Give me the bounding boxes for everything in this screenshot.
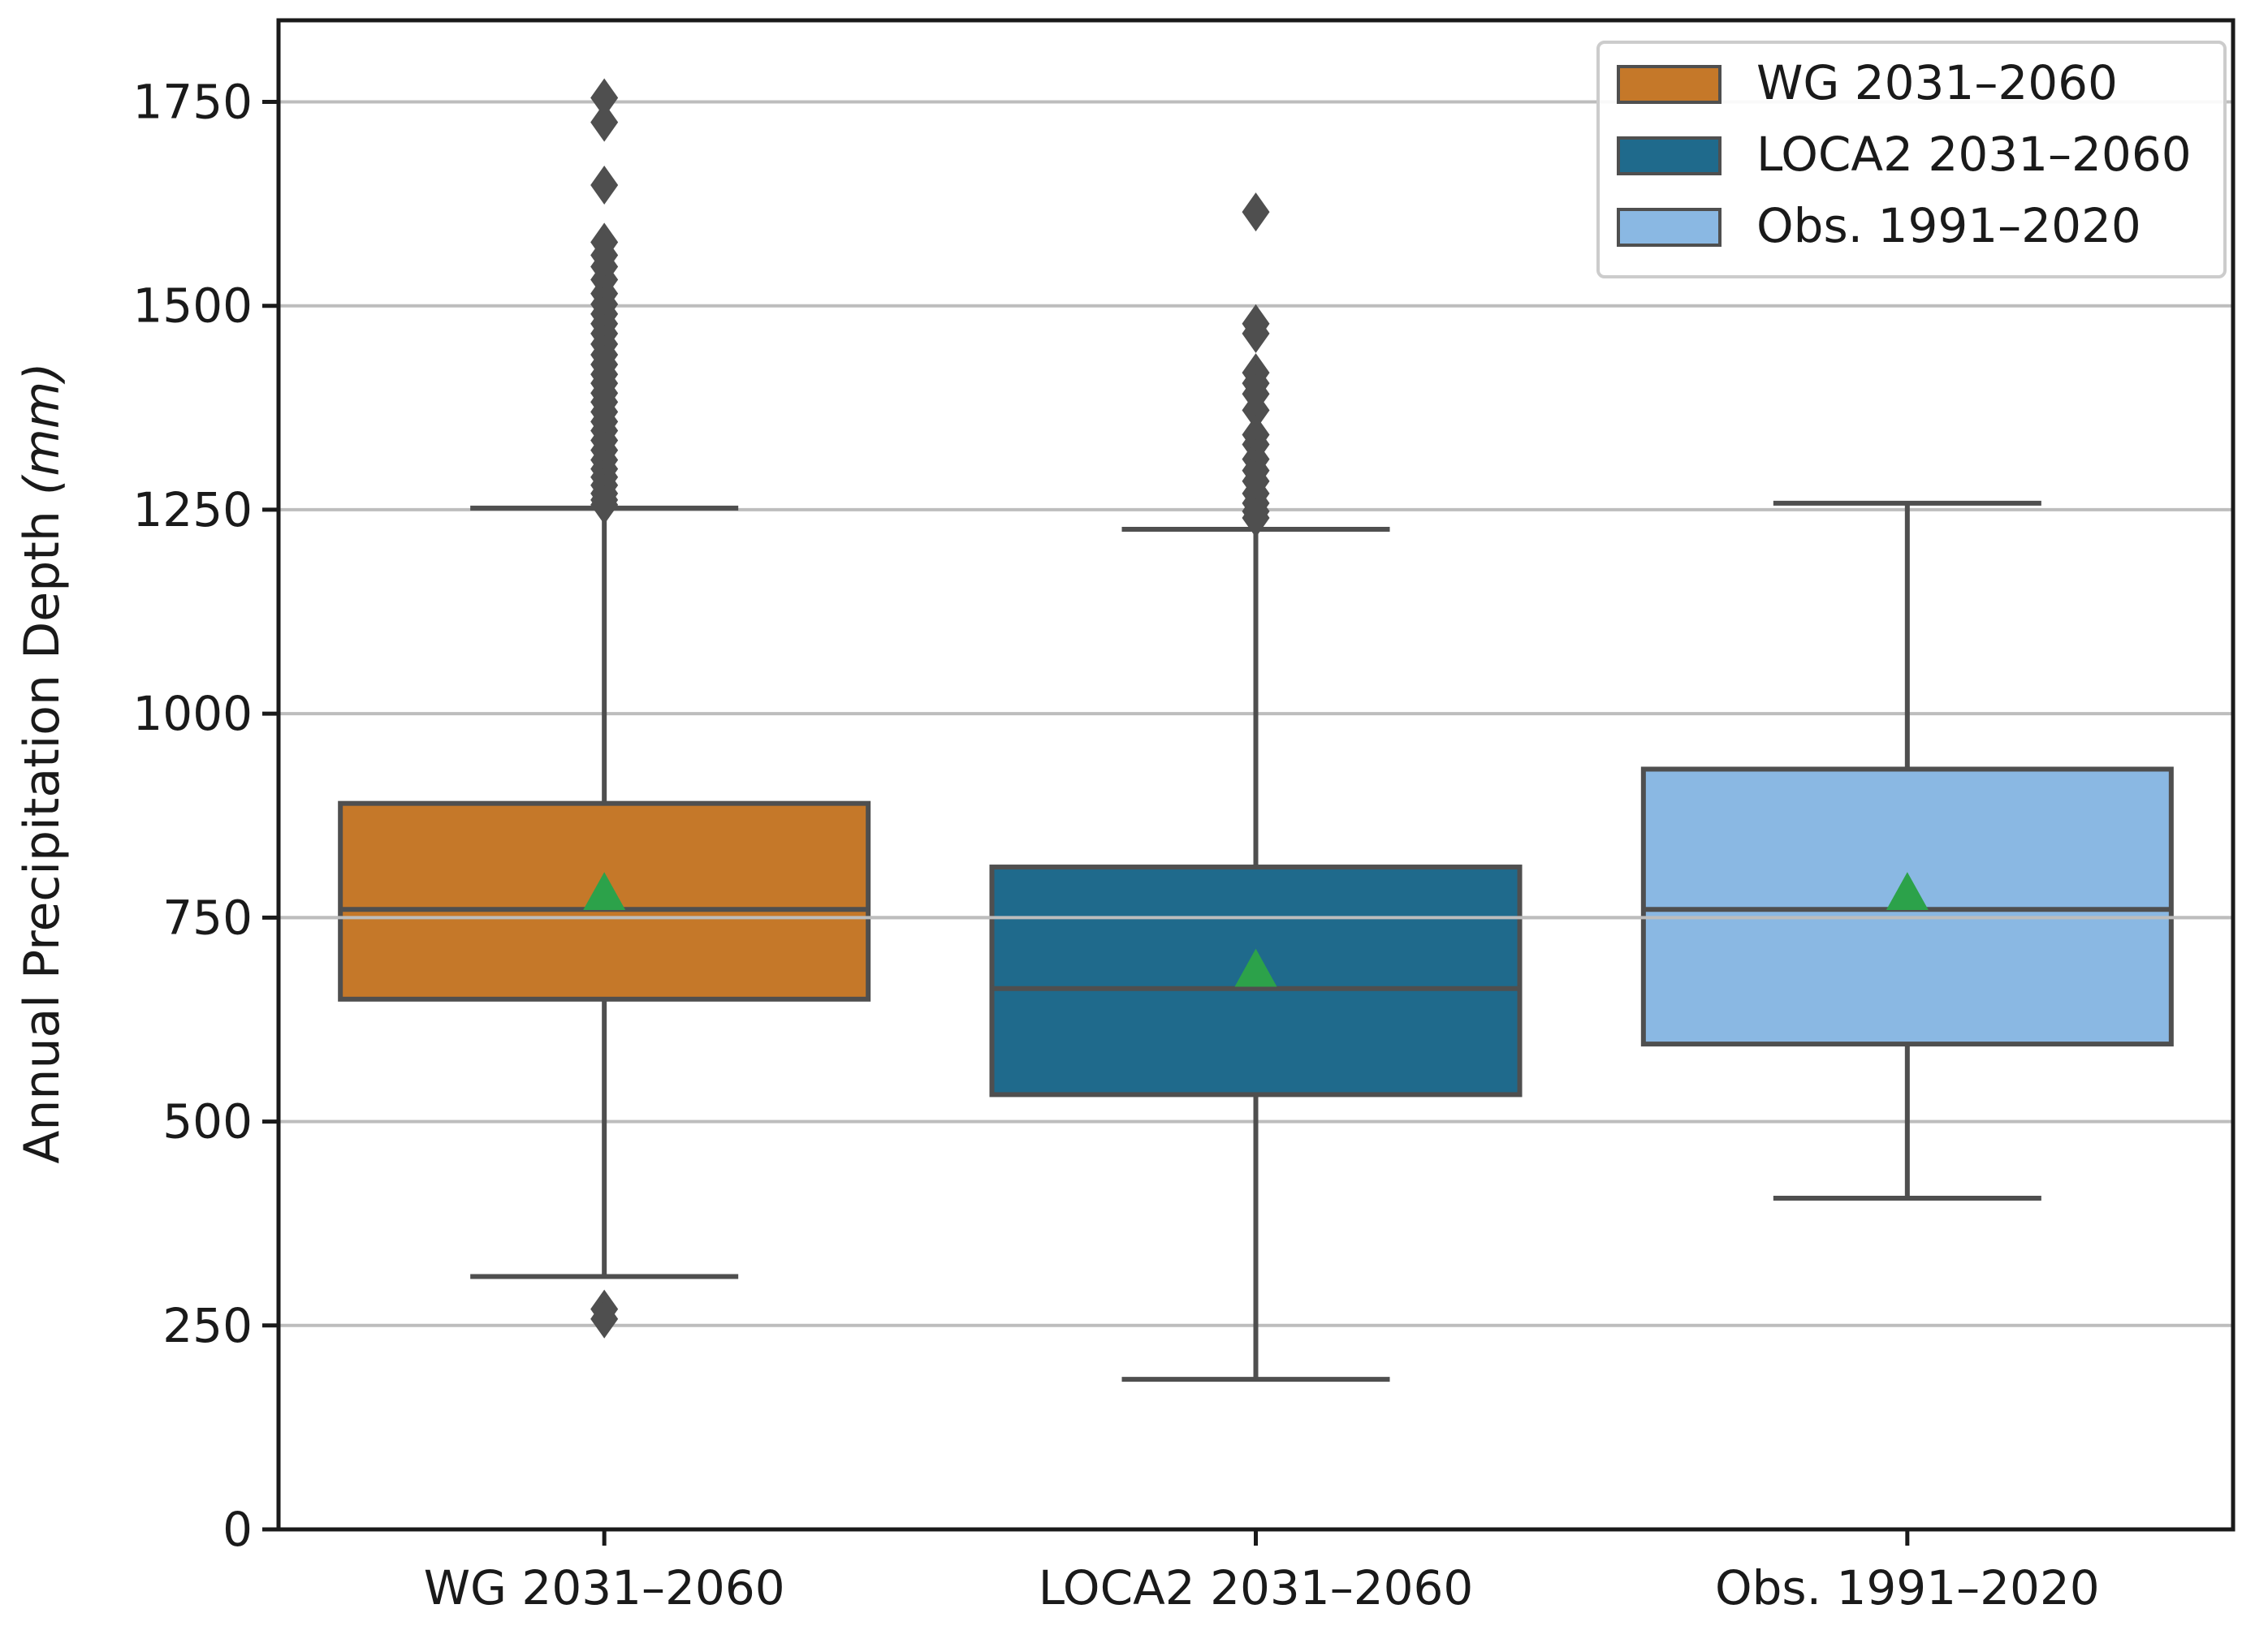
outlier-point xyxy=(1242,498,1270,537)
x-tick-label: LOCA2 2031–2060 xyxy=(1039,1560,1474,1615)
outlier-point xyxy=(590,485,619,524)
legend-label: LOCA2 2031–2060 xyxy=(1756,127,2192,182)
outlier-point xyxy=(1242,192,1270,232)
y-tick-label: 250 xyxy=(162,1298,253,1353)
legend-box xyxy=(1596,41,2227,278)
y-axis-title: Annual Precipitation Depth (mm) xyxy=(14,362,71,1163)
y-tick-label: 1000 xyxy=(132,686,253,741)
mean-marker xyxy=(583,872,626,911)
legend-label: WG 2031–2060 xyxy=(1756,55,2118,110)
mean-marker xyxy=(1234,948,1277,987)
box-plots xyxy=(279,78,2233,1382)
y-axis-title-unit: (mm) xyxy=(14,362,71,495)
y-tick-label: 1750 xyxy=(132,74,253,129)
outlier-point xyxy=(1242,313,1270,353)
x-tick-label: WG 2031–2060 xyxy=(424,1560,785,1615)
outlier-point xyxy=(590,78,619,118)
legend-label: Obs. 1991–2020 xyxy=(1756,198,2141,253)
y-tick-label: 750 xyxy=(162,890,253,945)
outlier-point xyxy=(590,165,619,205)
box-group xyxy=(1640,500,2174,1201)
legend-swatch xyxy=(1617,208,1722,247)
y-axis-title-main: Annual Precipitation Depth xyxy=(14,495,71,1164)
mean-marker xyxy=(1886,872,1929,911)
outlier-point xyxy=(590,102,619,142)
y-tick-label: 0 xyxy=(222,1502,253,1557)
y-tick-label: 500 xyxy=(162,1094,253,1149)
x-tick-label: Obs. 1991–2020 xyxy=(1715,1560,2100,1615)
legend: WG 2031–2060 LOCA2 2031–2060 Obs. 1991–202… xyxy=(1596,41,2227,278)
legend-swatch xyxy=(1617,65,1722,104)
legend-swatch xyxy=(1617,136,1722,175)
box-group xyxy=(989,192,1523,1382)
outlier-point xyxy=(1242,390,1270,430)
y-tick-label: 1500 xyxy=(132,278,253,334)
y-tick-label: 1250 xyxy=(132,482,253,537)
axes: 0 250 500 750 1000 1250 1500 1750 WG 2031–2060 LO… xyxy=(132,18,2236,1615)
box-group xyxy=(338,78,871,1339)
outlier-point xyxy=(590,1299,619,1339)
